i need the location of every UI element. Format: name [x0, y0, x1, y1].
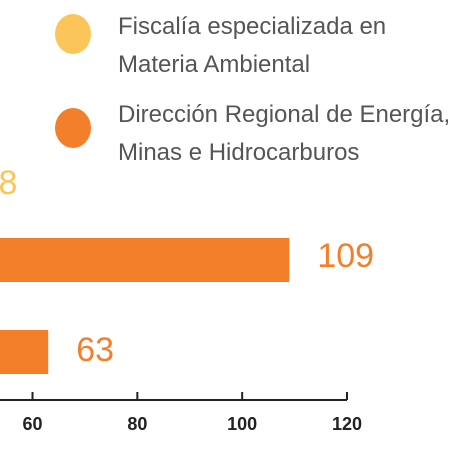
x-tick-label: 80 [127, 414, 147, 434]
x-tick-label: 120 [332, 414, 362, 434]
x-tick-label: 100 [227, 414, 257, 434]
value-label: 63 [76, 331, 114, 369]
legend-swatch [55, 14, 91, 54]
x-tick-label: 60 [22, 414, 42, 434]
value-label: 48 [0, 164, 17, 202]
value-label: 109 [317, 237, 374, 275]
legend-label: Fiscalía especializada en Materia Ambien… [118, 13, 387, 78]
legend-label: Dirección Regional de Energía, Minas e H… [118, 101, 451, 166]
bar [0, 238, 290, 282]
bar [0, 330, 49, 374]
legend-swatch [55, 108, 91, 148]
